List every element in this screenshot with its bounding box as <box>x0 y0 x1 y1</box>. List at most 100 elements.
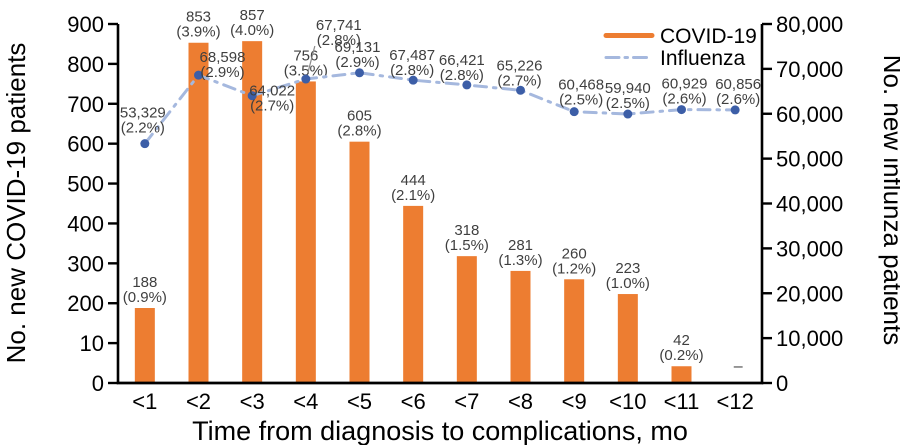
x-category-label: <12 <box>717 389 754 414</box>
x-category-label: <3 <box>240 389 265 414</box>
influenza-pct-label: (2.5%) <box>559 92 603 109</box>
bar-covid-6 <box>403 205 424 383</box>
bar-pct-label: (3.9%) <box>176 24 220 41</box>
x-category-label: <8 <box>508 389 533 414</box>
influenza-value-label: 67,741 <box>316 17 362 34</box>
bar-covid-5 <box>349 141 370 383</box>
influenza-pct-label: (2.8%) <box>390 62 434 79</box>
right-axis-tick-label: 50,000 <box>776 147 843 172</box>
bar-pct-label: (2.1%) <box>391 187 435 204</box>
influenza-value-label: 69,131 <box>335 39 381 56</box>
influenza-value-label: 59,940 <box>605 80 651 97</box>
bar-pct-label: (1.5%) <box>445 237 489 254</box>
bar-value-label: 281 <box>508 237 533 254</box>
bar-covid-10 <box>617 294 638 383</box>
bar-covid-1 <box>134 308 155 383</box>
right-axis-tick-label: 60,000 <box>776 102 843 127</box>
bar-pct-label: (4.0%) <box>230 22 274 39</box>
bar-pct-label: (1.3%) <box>498 252 542 269</box>
influenza-marker-11 <box>677 105 686 115</box>
influenza-value-label: 60,929 <box>662 76 708 93</box>
bar-pct-label: (0.2%) <box>659 347 703 364</box>
influenza-line <box>143 71 737 146</box>
influenza-marker-7 <box>462 80 472 90</box>
bar-null-dash-label: – <box>734 358 743 375</box>
right-axis-tick-label: 10,000 <box>776 326 843 351</box>
bar-pct-label: (1.2%) <box>552 260 596 277</box>
bar-value-label: 444 <box>401 172 426 189</box>
influenza-pct-label: (2.5%) <box>606 95 650 112</box>
left-axis-tick-label: 500 <box>67 172 104 197</box>
influenza-marker-1 <box>140 139 150 149</box>
x-category-label: <7 <box>454 389 479 414</box>
influenza-marker-5 <box>355 68 364 78</box>
bar-pct-label: (2.8%) <box>337 123 381 140</box>
bar-value-label: 605 <box>347 108 372 125</box>
left-axis-tick-label: 900 <box>67 12 104 37</box>
bar-covid-9 <box>564 279 585 383</box>
left-axis-tick-label: 700 <box>67 92 104 117</box>
right-axis-tick-label: 0 <box>776 371 788 396</box>
x-category-label: <11 <box>664 389 700 414</box>
influenza-pct-label: (2.9%) <box>200 64 244 81</box>
bar-value-label: 260 <box>562 245 587 262</box>
x-category-label: <4 <box>293 389 318 414</box>
x-category-label: <10 <box>609 389 646 414</box>
influenza-marker-9 <box>569 107 579 117</box>
influenza-marker-6 <box>408 75 418 85</box>
bar-value-label: 188 <box>132 274 157 291</box>
left-axis-tick-label: 0 <box>92 371 104 396</box>
influenza-value-label: 64,022 <box>249 83 295 100</box>
left-axis-tick-label: 300 <box>67 251 104 276</box>
influenza-pct-label: (2.9%) <box>335 54 379 71</box>
bar-covid-8 <box>510 270 531 383</box>
influenza-pct-label: (2.8%) <box>317 32 361 49</box>
x-axis-title: Time from diagnosis to complications, mo <box>192 416 688 445</box>
x-category-label: <1 <box>132 389 157 414</box>
influenza-marker-10 <box>623 109 633 119</box>
influenza-value-label: 53,329 <box>120 105 166 122</box>
influenza-pct-label: (2.6%) <box>662 91 706 108</box>
bar-value-label: 223 <box>615 260 640 277</box>
bar-pct-label: (3.5%) <box>284 62 328 79</box>
influenza-value-label: 67,487 <box>389 47 435 64</box>
x-category-label: <9 <box>562 389 587 414</box>
influenza-value-label: 66,421 <box>439 52 485 69</box>
x-category-label: <5 <box>347 389 372 414</box>
influenza-marker-12 <box>730 105 740 115</box>
left-axis-tick-label: 10 <box>80 331 104 356</box>
left-axis-tick-label: 200 <box>67 291 104 316</box>
influenza-marker-2 <box>194 70 203 80</box>
bar-pct-label: (0.9%) <box>123 289 167 306</box>
bar-covid-7 <box>456 256 477 383</box>
influenza-value-label: 65,226 <box>497 57 543 74</box>
bar-covid-4 <box>295 81 316 383</box>
right-axis-tick-label: 30,000 <box>776 236 843 261</box>
influenza-pct-label: (2.6%) <box>716 91 760 108</box>
influenza-value-label: 60,856 <box>715 76 761 93</box>
influenza-value-label: 60,468 <box>558 77 604 94</box>
label-leader-line <box>307 45 316 74</box>
bar-value-label: 857 <box>240 7 265 24</box>
left-axis-tick-label: 400 <box>67 211 104 236</box>
influenza-pct-label: (2.7%) <box>497 72 541 89</box>
right-axis-tick-label: 20,000 <box>776 281 843 306</box>
left-axis-title: No. new COVID-19 patients <box>1 43 31 364</box>
influenza-value-label: 68,598 <box>200 49 246 66</box>
bar-value-label: 853 <box>186 9 211 26</box>
x-category-label: <2 <box>186 389 211 414</box>
bar-covid-3 <box>242 41 263 383</box>
right-axis-tick-label: 70,000 <box>776 57 843 82</box>
legend-label-covid: COVID-19 <box>660 25 757 48</box>
bar-value-label: 318 <box>454 222 479 239</box>
influenza-pct-label: (2.8%) <box>440 67 484 84</box>
bar-covid-11 <box>671 366 692 383</box>
bar-value-label: 42 <box>673 332 690 349</box>
x-category-label: <6 <box>401 389 426 414</box>
influenza-pct-label: (2.2%) <box>121 120 165 137</box>
influenza-marker-4 <box>301 74 311 84</box>
influenza-marker-8 <box>516 85 525 95</box>
bar-value-label: 756 <box>293 47 318 64</box>
right-axis-tick-label: 40,000 <box>776 192 843 217</box>
